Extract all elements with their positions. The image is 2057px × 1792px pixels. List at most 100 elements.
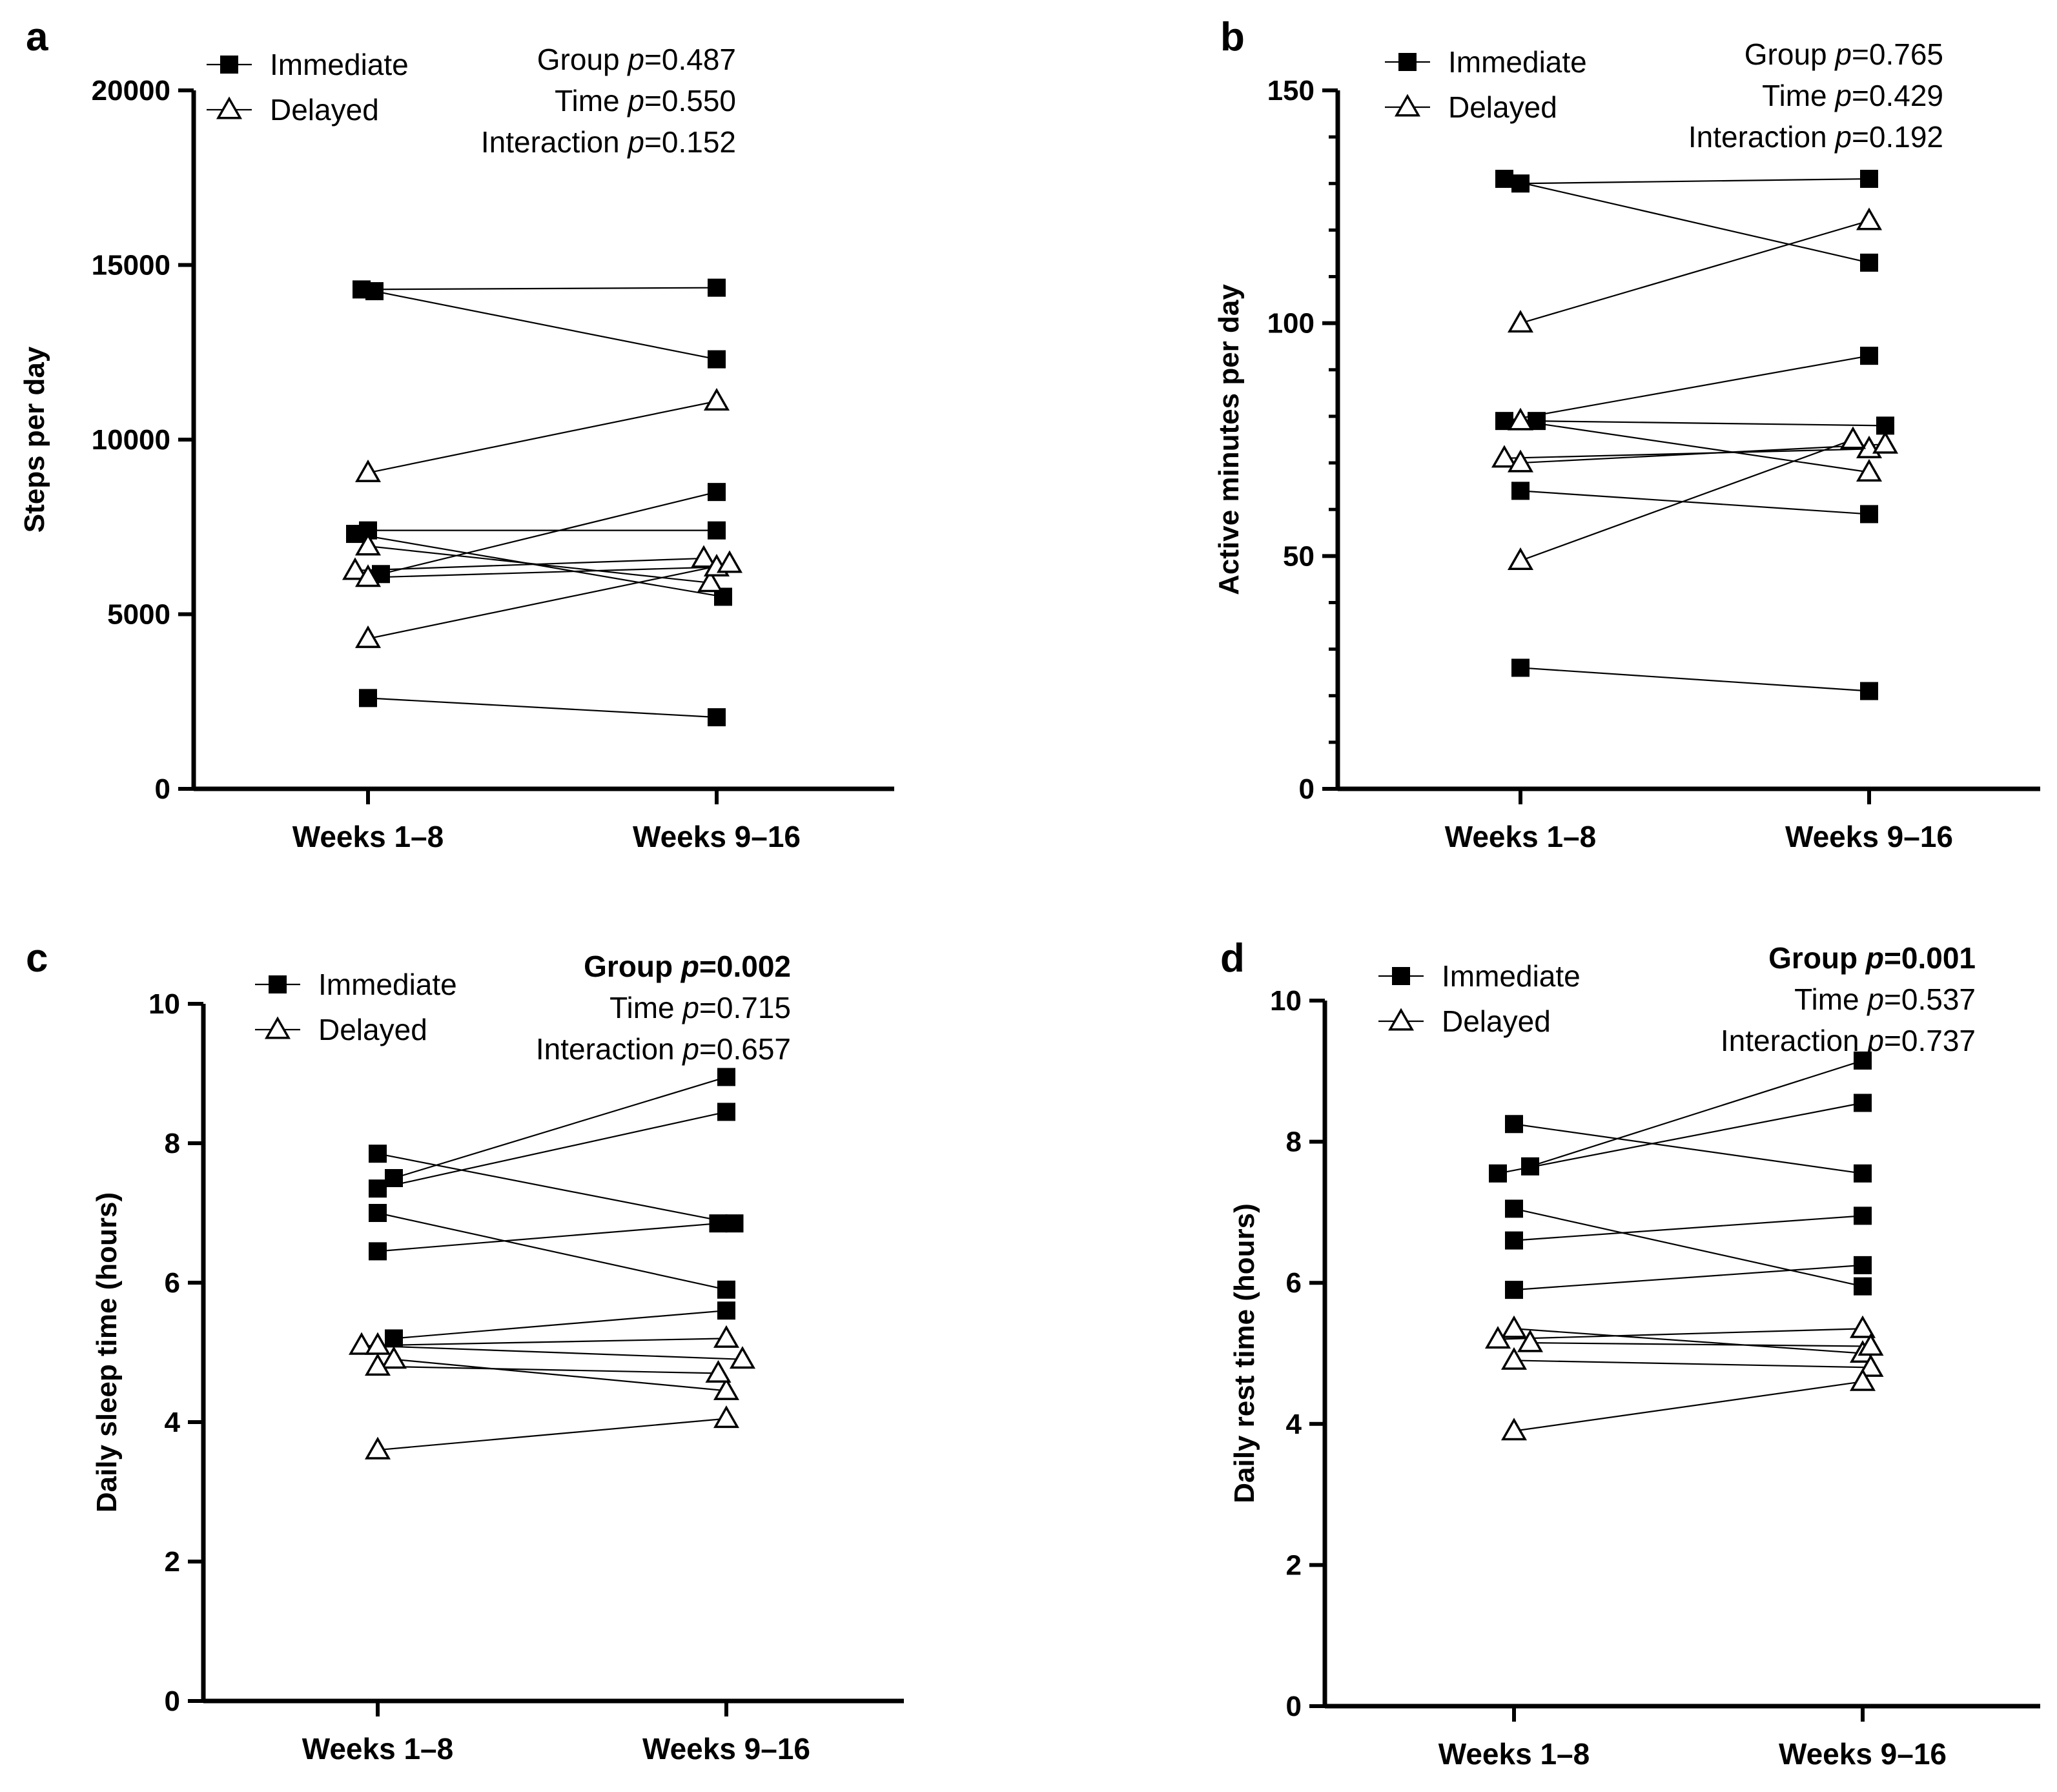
legend-label: Delayed <box>1448 90 1557 124</box>
y-tick-label: 6 <box>1286 1267 1302 1299</box>
immediate-point <box>708 708 726 727</box>
y-axis-title: Steps per day <box>19 346 50 533</box>
delayed-point <box>713 1325 740 1348</box>
x-category-label: Weeks 1–8 <box>292 820 444 853</box>
immediate-point <box>709 1214 728 1233</box>
stat-p-symbol: p <box>1865 941 1884 975</box>
delayed-point <box>1849 1368 1876 1391</box>
y-tick-label: 15000 <box>92 250 170 281</box>
y-tick-label: 0 <box>1286 1691 1302 1722</box>
immediate-connector <box>393 1310 727 1339</box>
immediate-point <box>717 1103 735 1121</box>
immediate-connector <box>1513 1208 1863 1287</box>
legend-label: Delayed <box>270 93 379 127</box>
y-axis-title: Daily sleep time (hours) <box>91 1192 123 1512</box>
panel-a: a 0 5000 10000 15000 20000 Weeks 1–8 Weeks 9–16… <box>19 15 894 853</box>
immediate-connector <box>1513 1264 1863 1291</box>
immediate-connector <box>1504 355 1870 422</box>
stat-label: Time <box>1794 983 1867 1016</box>
stat-line: Group p=0.001 <box>1768 941 1976 975</box>
stat-label: Interaction <box>536 1032 683 1066</box>
immediate-point <box>725 1214 744 1233</box>
series-group <box>342 278 743 727</box>
legend-square-marker <box>1392 967 1410 985</box>
delayed-connector <box>361 1345 743 1360</box>
stat-value: =0.737 <box>1884 1024 1976 1057</box>
delayed-connector <box>354 557 704 571</box>
delayed-point <box>1872 431 1899 454</box>
legend-triangle-marker <box>1387 1008 1415 1031</box>
stat-line: Interaction p=0.152 <box>481 125 736 159</box>
immediate-connector <box>1530 1059 1863 1167</box>
immediate-point <box>1511 174 1530 193</box>
stat-label: Group <box>584 950 681 983</box>
y-tick-label: 6 <box>165 1267 180 1299</box>
stat-value: =0.429 <box>1852 79 1943 112</box>
stat-value: =0.537 <box>1884 983 1976 1016</box>
immediate-point <box>1854 1256 1872 1274</box>
immediate-point <box>1860 682 1878 700</box>
immediate-point <box>1505 1115 1523 1134</box>
immediate-point <box>346 525 364 544</box>
immediate-point <box>1495 170 1513 188</box>
delayed-connector <box>1513 1359 1871 1369</box>
immediate-connector <box>1513 1215 1863 1241</box>
stat-line: Time p=0.537 <box>1794 983 1976 1016</box>
immediate-point <box>1511 658 1530 677</box>
legend-label: Immediate <box>1442 959 1581 993</box>
y-axis-title: Daily rest time (hours) <box>1229 1203 1260 1503</box>
stat-p-symbol: p <box>626 43 644 76</box>
stat-value: =0.657 <box>699 1032 791 1066</box>
delayed-point <box>1507 547 1534 571</box>
y-tick-label: 50 <box>1283 540 1315 572</box>
y-tick-label: 100 <box>1267 308 1315 340</box>
immediate-point <box>1505 1199 1523 1218</box>
legend-triangle-marker <box>264 1016 291 1039</box>
immediate-point <box>369 1242 387 1261</box>
delayed-connector <box>1530 1342 1871 1347</box>
delayed-connector <box>377 1418 727 1451</box>
stat-value: =0.550 <box>644 84 736 117</box>
stat-line: Group p=0.765 <box>1745 37 1943 71</box>
y-tick-label: 20000 <box>92 75 170 107</box>
delayed-connector <box>377 1338 727 1347</box>
immediate-point <box>1505 1281 1523 1299</box>
stat-label: Interaction <box>1721 1024 1868 1057</box>
x-category-label: Weeks 9–16 <box>1779 1737 1947 1771</box>
panel-letter: d <box>1220 936 1245 981</box>
x-category-label: Weeks 1–8 <box>1445 820 1596 853</box>
immediate-point <box>369 1204 387 1222</box>
panel-letter: a <box>26 15 48 59</box>
panel-letter: b <box>1220 15 1245 59</box>
delayed-connector <box>1520 219 1870 324</box>
immediate-point <box>1854 1094 1872 1112</box>
immediate-connector <box>377 1153 735 1225</box>
delayed-point <box>1500 1418 1528 1441</box>
stat-value: =0.002 <box>699 950 791 983</box>
delayed-point <box>342 557 369 580</box>
x-category-label: Weeks 1–8 <box>302 1732 453 1766</box>
stat-p-symbol: p <box>626 125 644 159</box>
series-group <box>348 1068 756 1460</box>
stat-p-symbol: p <box>1866 1024 1884 1057</box>
immediate-point <box>1860 347 1878 365</box>
immediate-connector <box>1497 1102 1863 1174</box>
stat-line: Interaction p=0.192 <box>1688 120 1943 154</box>
delayed-point <box>716 550 743 573</box>
delayed-point <box>1500 1347 1528 1370</box>
immediate-point <box>1860 170 1878 188</box>
delayed-point <box>1491 445 1518 468</box>
stat-p-symbol: p <box>1834 79 1852 112</box>
x-category-label: Weeks 9–16 <box>633 820 801 853</box>
y-tick-label: 10 <box>148 988 180 1020</box>
stat-label: Time <box>609 991 682 1024</box>
immediate-point <box>1860 505 1878 524</box>
delayed-connector <box>367 562 730 640</box>
delayed-point <box>348 1332 375 1355</box>
series-group <box>1491 170 1899 700</box>
delayed-point <box>713 1377 740 1400</box>
x-category-label: Weeks 1–8 <box>1438 1737 1590 1771</box>
immediate-point <box>385 1329 403 1348</box>
